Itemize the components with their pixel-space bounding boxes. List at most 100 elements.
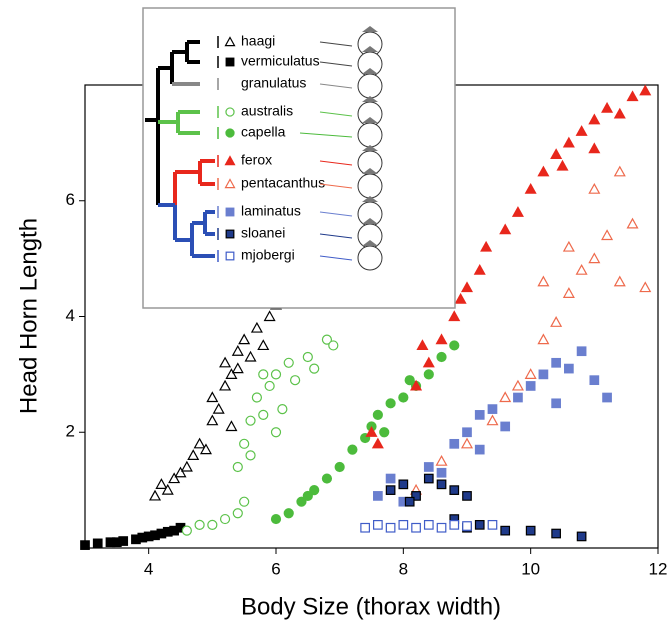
point: [500, 421, 511, 432]
point: [270, 369, 282, 380]
point: [511, 379, 524, 391]
beetle-head: [357, 122, 383, 148]
point: [373, 491, 383, 501]
legend-leader: [299, 132, 353, 138]
beetle-horn: [362, 96, 378, 102]
point: [576, 346, 587, 357]
point: [385, 473, 396, 484]
legend-label: capella: [241, 124, 286, 140]
point: [181, 525, 192, 536]
point: [404, 375, 415, 386]
point: [474, 519, 485, 530]
point: [410, 379, 423, 391]
tree-black: [145, 40, 200, 205]
point: [206, 414, 219, 426]
point: [564, 363, 574, 374]
point: [551, 398, 561, 409]
point: [238, 333, 251, 345]
legend-label: laminatus: [241, 203, 301, 219]
point: [180, 460, 193, 472]
beetle-horn: [362, 117, 378, 123]
point: [219, 513, 231, 525]
legend-label: mjobergi: [241, 247, 295, 263]
point: [193, 437, 206, 449]
point: [92, 538, 103, 549]
point: [398, 479, 409, 490]
point: [219, 356, 232, 368]
legend-leader: [319, 41, 353, 47]
point: [398, 519, 409, 530]
legend-label: haagi: [241, 33, 275, 49]
point: [449, 485, 460, 495]
point: [219, 379, 232, 391]
point: [371, 437, 384, 449]
point: [556, 159, 569, 171]
legend-marker: [225, 207, 235, 217]
point: [161, 483, 174, 495]
x-tick-label: 12: [649, 559, 668, 578]
point: [511, 206, 524, 217]
point: [589, 375, 600, 386]
point: [212, 402, 225, 414]
point: [462, 427, 472, 438]
point: [423, 519, 434, 530]
point: [258, 409, 269, 420]
beetle-horn: [362, 26, 378, 32]
legend-leader: [319, 255, 353, 261]
beetle-head: [357, 245, 383, 271]
point: [309, 363, 320, 374]
point: [385, 398, 396, 409]
point: [626, 217, 639, 229]
point: [372, 409, 383, 420]
point: [626, 90, 639, 102]
point: [588, 182, 601, 194]
point: [537, 165, 550, 177]
point: [588, 252, 601, 264]
legend-leader: [319, 160, 353, 166]
legend-marker: [225, 57, 235, 67]
x-axis-label: Body Size (thorax width): [241, 593, 501, 620]
point: [449, 340, 460, 351]
beetle-horn: [362, 196, 378, 202]
point: [639, 281, 652, 293]
tree-blue: [158, 203, 215, 258]
point: [321, 334, 333, 345]
point: [423, 473, 434, 484]
legend-marker: [225, 251, 235, 261]
point: [232, 461, 243, 473]
point: [551, 357, 561, 368]
point: [436, 351, 447, 363]
point: [601, 229, 614, 241]
legend-marker: [224, 155, 236, 166]
point: [487, 404, 498, 414]
legend-leader: [319, 211, 353, 217]
point: [302, 351, 313, 363]
point: [187, 449, 200, 460]
point: [550, 316, 563, 327]
point: [537, 275, 550, 287]
beetle-horn: [362, 68, 378, 74]
point: [398, 392, 409, 403]
point: [513, 392, 523, 403]
point: [111, 537, 122, 548]
point: [251, 392, 262, 403]
point: [155, 478, 168, 489]
point: [225, 420, 238, 432]
point: [460, 437, 474, 449]
point: [149, 489, 162, 501]
beetle-horn: [362, 218, 378, 224]
point: [449, 438, 460, 449]
point: [283, 357, 294, 368]
point: [258, 369, 269, 380]
point: [194, 519, 205, 530]
point: [416, 339, 429, 351]
point: [538, 369, 549, 380]
point: [525, 525, 536, 536]
point: [524, 368, 537, 379]
point: [231, 362, 244, 374]
point: [588, 113, 601, 125]
point: [168, 472, 181, 484]
point: [302, 490, 313, 502]
y-tick-label: 6: [66, 190, 75, 209]
point: [524, 182, 537, 194]
